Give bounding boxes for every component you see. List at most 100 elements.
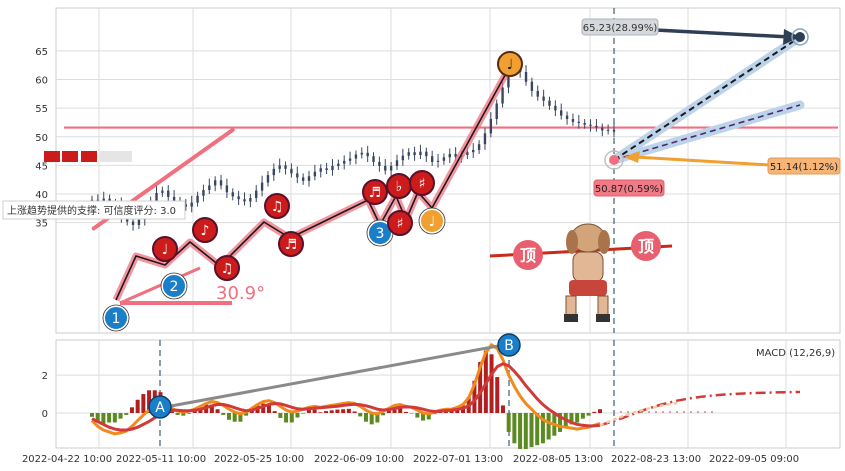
- macd-forecast-line: [599, 390, 801, 427]
- macd-y-tick-label: 0: [42, 409, 48, 420]
- macd-histogram-bar: [90, 413, 94, 417]
- candle-body: [90, 199, 94, 201]
- wave-label: 1: [102, 304, 130, 332]
- candle-body: [430, 156, 434, 162]
- candle-body: [536, 90, 539, 97]
- dog-shoe: [596, 314, 610, 322]
- dog-leg: [565, 295, 577, 317]
- macd-histogram-bar: [147, 390, 152, 413]
- note-badge: ♯: [387, 210, 413, 236]
- axes: 2022-04-22 10:00 2022-05-11 10:00 2022-05-…: [22, 47, 799, 465]
- angle-arm-line: [119, 266, 201, 305]
- macd-histogram-bar: [306, 409, 311, 413]
- candle-body: [213, 180, 217, 186]
- macd-histogram-bar: [478, 361, 483, 413]
- macd-histogram-bar: [192, 411, 197, 413]
- note-badge-circle: [278, 231, 304, 257]
- peak-badge: ♩: [497, 51, 523, 77]
- support-label-bg: [2, 200, 186, 220]
- note-badge: ♬: [278, 231, 304, 257]
- annotations: 65.23(28.99%) 51.14(1.12%) 50.87(0.59%) 上涨趋…: [2, 18, 841, 332]
- mini-badge-icon: [100, 151, 132, 162]
- candle-body: [255, 190, 258, 199]
- candle-body: [190, 202, 193, 207]
- macd-histogram-bar: [529, 413, 534, 448]
- candle-body: [219, 180, 223, 186]
- y-tick-label: 45: [35, 161, 48, 172]
- macd-title: MACD (12,26,9): [756, 348, 835, 359]
- candle-body: [606, 129, 610, 131]
- y-tick-label: 55: [35, 104, 48, 115]
- target-price-label-text: 65.23(28.99%): [583, 23, 658, 34]
- macd-point-text: B: [504, 338, 514, 354]
- candle-body: [565, 115, 569, 119]
- macd-histogram-bar: [301, 413, 306, 414]
- current-price-label-text: 50.87(0.59%): [595, 184, 663, 195]
- projection-arrow-head: [624, 151, 640, 163]
- macd-histogram-bar: [324, 411, 329, 413]
- macd-histogram-bar: [266, 405, 271, 413]
- x-tick-label: 2022-08-05 13:00: [513, 454, 603, 465]
- note-badge-icon: ♯: [419, 176, 426, 192]
- candle-body: [225, 185, 229, 193]
- candle-body: [466, 152, 469, 156]
- target-price-label: 65.23(28.99%): [581, 18, 659, 36]
- macd-forecast-bar: [711, 411, 713, 413]
- macd-histogram-bar: [135, 399, 140, 413]
- macd-dea-line: [91, 362, 601, 432]
- macd-histogram-bar: [472, 380, 477, 413]
- wave-label: ♩: [418, 207, 446, 235]
- candle-body: [378, 161, 381, 166]
- candle-body: [436, 160, 440, 162]
- candle-body: [507, 71, 510, 88]
- wave-path: [115, 67, 510, 301]
- macd-forecast-bar: [697, 411, 699, 413]
- candle-body: [348, 158, 352, 161]
- note-badge-icon: ♫: [221, 261, 234, 277]
- macd-y-tick-label: 2: [42, 371, 48, 382]
- note-badge: ♯: [409, 170, 435, 196]
- macd-histogram-bar: [449, 411, 454, 413]
- macd-histogram-bar: [175, 413, 180, 415]
- top-label: 顶: [513, 240, 543, 270]
- projection-price-label-bg: [767, 157, 841, 175]
- candle-body: [307, 176, 311, 181]
- candle-body: [395, 160, 399, 166]
- macd-forecast-bar: [669, 411, 671, 413]
- macd-histogram-bar: [409, 413, 414, 414]
- projection-ray: [613, 36, 801, 161]
- macd-histogram-bar: [426, 413, 431, 420]
- candle-body: [184, 204, 188, 207]
- macd-histogram-bar: [518, 413, 523, 449]
- macd-histogram-bar: [575, 413, 580, 423]
- candle-body: [583, 123, 586, 125]
- macd-histogram-bar: [523, 413, 528, 449]
- x-tick-label: 2022-06-09 10:00: [314, 454, 404, 465]
- macd-histogram-bar: [295, 413, 300, 418]
- macd-histogram-bar: [272, 411, 277, 413]
- macd-forecast-dif-line: [599, 401, 681, 427]
- candle-body: [260, 182, 264, 191]
- note-badge-icon: ♪: [201, 223, 210, 239]
- note-badge: ♩: [152, 236, 178, 262]
- y-tick-label: 35: [35, 219, 48, 230]
- macd-histogram-bar: [329, 410, 334, 413]
- top-label-text: 顶: [520, 246, 536, 265]
- macd-histogram-bar: [141, 394, 146, 413]
- candle-body: [577, 121, 581, 124]
- macd-histogram-bar: [580, 413, 585, 419]
- candle-body: [384, 165, 387, 171]
- note-badge-icon: ♬: [285, 237, 298, 253]
- wave-label-text: 3: [376, 226, 385, 242]
- note-badge: ♪: [192, 217, 218, 243]
- y-tick-label: 50: [35, 133, 48, 144]
- wave-label-text: ♩: [429, 214, 436, 230]
- wave-label-outline: [102, 304, 130, 332]
- x-tick-label: 2022-08-23 13:00: [611, 454, 701, 465]
- mini-badge-icon: [44, 151, 60, 162]
- macd-forecast-bar: [690, 411, 692, 413]
- macd-histogram-bar: [495, 377, 500, 413]
- candle-body: [366, 152, 369, 157]
- projection-ray: [613, 104, 801, 161]
- macd-histogram-bar: [540, 413, 545, 444]
